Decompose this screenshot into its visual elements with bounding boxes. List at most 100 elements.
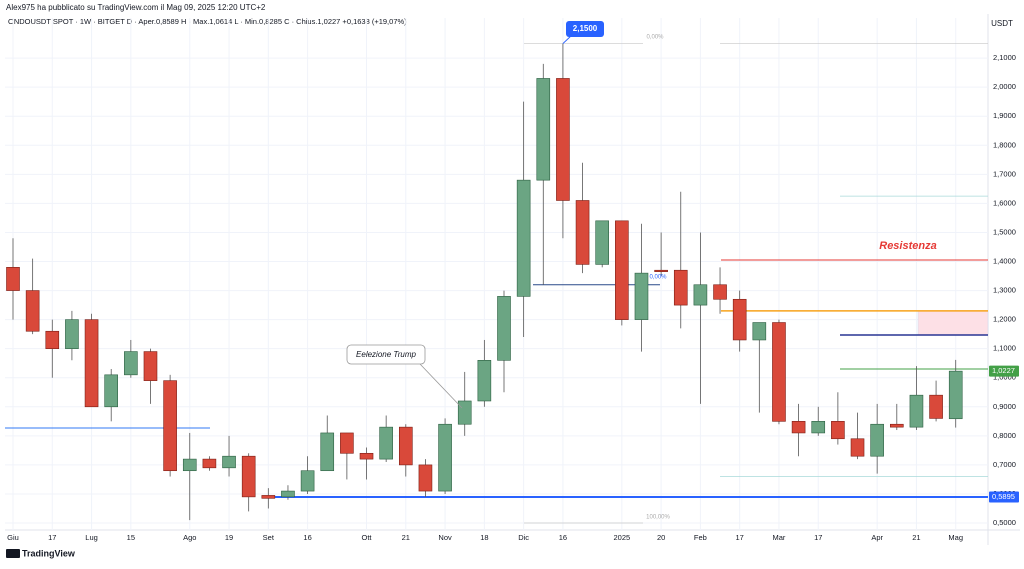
fib-label: 100,00%	[646, 515, 670, 521]
candle	[536, 63, 551, 285]
candle-body	[438, 423, 452, 492]
candle	[811, 406, 826, 436]
fib-label: 0,00%	[646, 35, 664, 41]
candle-body	[673, 269, 688, 306]
candle	[163, 374, 177, 477]
candle	[889, 403, 904, 431]
logo: TradingView	[6, 548, 76, 558]
x-tick-label: 17	[814, 533, 822, 542]
candle-body	[615, 220, 629, 320]
x-tick-label: 18	[480, 533, 488, 542]
candle-body	[124, 351, 138, 376]
candle	[673, 191, 688, 329]
candle	[634, 223, 649, 352]
candle-body	[45, 330, 60, 349]
candle	[340, 432, 354, 480]
event-label: Eelezione Trump	[356, 350, 416, 359]
candle	[575, 162, 590, 274]
candle-body	[84, 319, 99, 408]
y-tick-label: 1,4000	[993, 256, 1016, 265]
currency: USDT	[991, 19, 1013, 28]
x-tick-label: 16	[559, 533, 567, 542]
event-box	[346, 344, 426, 365]
x-tick-label: Lug	[85, 533, 98, 542]
candle-body	[65, 319, 79, 349]
candle	[45, 319, 60, 378]
candle-body	[241, 455, 256, 498]
candle	[438, 418, 452, 494]
price-label: 0,5895	[992, 492, 1015, 501]
candle-body	[850, 438, 865, 457]
y-tick-label: 1,9000	[993, 111, 1016, 120]
candle	[65, 310, 79, 361]
candle-body	[379, 426, 393, 460]
candle	[556, 43, 570, 239]
candle	[772, 319, 786, 425]
candle	[516, 101, 531, 338]
x-tick-label: Ott	[362, 533, 373, 542]
candle-body	[222, 455, 236, 469]
candle-body	[654, 269, 668, 272]
candle-body	[281, 490, 295, 498]
candle-body	[398, 426, 413, 466]
candle	[713, 267, 727, 314]
candle	[595, 220, 610, 268]
candle-body	[536, 78, 551, 181]
candle-body	[340, 432, 354, 454]
candle-body	[143, 351, 158, 381]
candle-body	[831, 421, 845, 440]
y-tick-label: 1,6000	[993, 198, 1016, 207]
candle-body	[929, 394, 943, 419]
candle	[6, 238, 20, 320]
candle	[870, 403, 884, 474]
candle-body	[575, 200, 590, 265]
candle-body	[870, 423, 884, 457]
candle-body	[909, 394, 924, 428]
candle	[850, 412, 865, 460]
y-tick-label: 1,5000	[993, 227, 1016, 236]
candle	[909, 366, 924, 431]
candle-body	[457, 400, 472, 425]
candle-body	[320, 432, 335, 472]
candle-body	[516, 179, 531, 297]
candle-body	[791, 421, 806, 434]
price-label: 1,0227	[992, 366, 1015, 375]
logo-text: TradingView	[22, 548, 76, 558]
candle-body	[595, 220, 610, 265]
candle	[359, 447, 374, 480]
candle	[222, 435, 236, 477]
candle	[791, 403, 806, 457]
x-tick-label: Mag	[948, 533, 963, 542]
x-tick-label: Apr	[871, 533, 883, 542]
candle	[457, 371, 472, 436]
candle-body	[182, 458, 197, 472]
x-tick-label: Giu	[7, 533, 19, 542]
y-tick-label: 0,8000	[993, 431, 1016, 440]
candle	[241, 453, 256, 512]
candle-body	[477, 360, 492, 402]
candle	[84, 313, 99, 408]
candle-body	[6, 267, 20, 291]
candle	[379, 415, 393, 463]
candle-body	[634, 272, 649, 320]
candle-body	[713, 284, 727, 300]
x-tick-label: Nov	[438, 533, 452, 542]
y-tick-label: 1,1000	[993, 344, 1016, 353]
y-tick-label: 2,1000	[993, 53, 1016, 62]
y-tick-label: 0,9000	[993, 402, 1016, 411]
candle	[104, 369, 118, 422]
candle-body	[772, 322, 786, 422]
candle	[948, 359, 963, 428]
candle-body	[104, 374, 118, 408]
y-tick-label: 0,7000	[993, 460, 1016, 469]
y-tick-label: 0,5000	[993, 518, 1016, 527]
candle-body	[948, 370, 963, 420]
x-tick-label: Dic	[518, 533, 529, 542]
x-tick-label: 20	[657, 533, 665, 542]
fib-label: 0,00%	[649, 275, 667, 281]
candle	[615, 220, 629, 326]
symbol-line: ONDOUSDT SPOT · 1W · BITGET D · Aper.0,8…	[8, 17, 407, 26]
x-tick-label: 2025	[613, 533, 630, 542]
badge-pointer	[562, 35, 572, 44]
published-line: Alex975 ha pubblicato su TradingView.com…	[6, 3, 266, 12]
